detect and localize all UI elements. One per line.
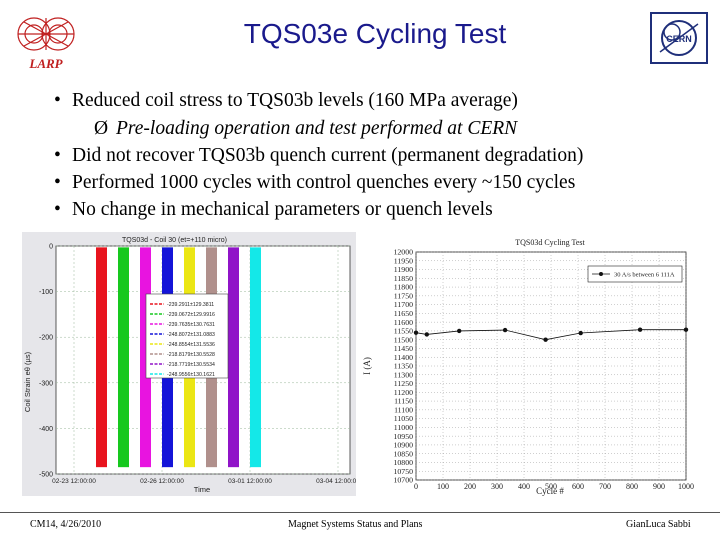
- footer-left: CM14, 4/26/2010: [30, 519, 102, 530]
- strain-x-tick-label: 02-23 12:00:00: [52, 478, 96, 485]
- cycling-test-chart: TQS03d Cycling Test 10700107501080010850…: [360, 232, 700, 500]
- cycle-legend-marker: [599, 272, 603, 276]
- cycle-y-tick-label: 11850: [394, 274, 413, 283]
- cycle-y-tick-label: 11750: [394, 291, 413, 300]
- sub-bullet-item: Pre-loading operation and test performed…: [54, 115, 714, 143]
- cycle-y-tick-label: 10850: [394, 449, 414, 458]
- cycle-y-tick-label: 11400: [394, 353, 413, 362]
- strain-legend-label: -218.8179±130.5528: [167, 352, 215, 358]
- cycle-y-tick-label: 11350: [394, 362, 413, 371]
- bullet-item: No change in mechanical parameters or qu…: [54, 197, 714, 224]
- cycle-x-tick-label: 300: [491, 482, 503, 491]
- cycle-data-point: [683, 327, 689, 332]
- cycle-x-tick-label: 600: [572, 482, 584, 491]
- cycle-y-tick-label: 11250: [394, 379, 413, 388]
- cycle-y-tick-label: 11000: [394, 423, 413, 432]
- strain-y-tick-label: 0: [49, 244, 53, 251]
- cycle-x-tick-label: 800: [626, 482, 638, 491]
- strain-y-tick-label: -400: [39, 426, 53, 433]
- cycle-x-tick-label: 0: [414, 482, 418, 491]
- cycle-y-tick-label: 11600: [394, 318, 413, 327]
- cern-logo-text: CERN: [666, 34, 692, 44]
- strain-x-tick-label: 02-26 12:00:00: [140, 478, 184, 485]
- cycle-y-tick-label: 11100: [394, 405, 413, 414]
- cycle-x-tick-label: 500: [545, 482, 557, 491]
- cycle-y-tick-label: 11150: [394, 397, 413, 406]
- cern-logo: CERN: [650, 12, 708, 64]
- cycle-y-tick-label: 11650: [394, 309, 413, 318]
- cycle-series-line: [415, 329, 686, 341]
- strain-band: [228, 247, 239, 468]
- cycle-x-tick-label: 200: [464, 482, 476, 491]
- cycle-y-tick-label: 11700: [394, 300, 413, 309]
- larp-logo: LARP: [12, 8, 80, 74]
- strain-legend-label: -248.8072±131.0883: [167, 332, 215, 338]
- strain-legend-label: -239.7635±130.7631: [167, 322, 215, 328]
- strain-band: [118, 247, 129, 468]
- cycle-y-tick-label: 11550: [394, 327, 413, 336]
- cycle-legend-label: 30 A/s between 6 111A: [614, 272, 675, 279]
- cycle-y-tick-label: 11500: [394, 335, 413, 344]
- cycle-y-tick-label: 11900: [394, 265, 413, 274]
- strain-x-axis-label: Time: [194, 485, 210, 494]
- footer-center: Magnet Systems Status and Plans: [288, 519, 423, 530]
- cycle-y-tick-label: 10750: [394, 467, 414, 476]
- strain-legend-label: -248.9556±130.1621: [167, 372, 215, 378]
- strain-y-tick-label: -300: [39, 380, 53, 387]
- strain-chart-title: TQS03d - Coil 30 (et=+110 micro): [122, 237, 227, 244]
- cycle-y-tick-label: 10900: [394, 441, 414, 450]
- cycle-data-point: [502, 327, 508, 333]
- cycle-data-point: [457, 328, 462, 334]
- cycle-data-point: [543, 337, 548, 342]
- cycle-y-axis-label: I (A): [362, 357, 372, 375]
- cycle-data-point: [413, 330, 419, 335]
- cycle-y-tick-label: 11300: [394, 370, 413, 379]
- cycle-y-tick-label: 10800: [394, 458, 414, 467]
- cycle-y-tick-label: 12000: [394, 248, 414, 257]
- cycle-y-tick-label: 11950: [394, 256, 413, 265]
- bullet-item: Reduced coil stress to TQS03b levels (16…: [54, 88, 714, 115]
- cycle-x-tick-label: 400: [518, 482, 530, 491]
- strain-y-tick-label: -500: [39, 472, 53, 479]
- slide-title: TQS03e Cycling Test: [243, 18, 507, 49]
- cycle-y-tick-label: 11800: [394, 283, 413, 292]
- strain-band: [250, 247, 261, 468]
- strain-x-tick-label: 03-01 12:00:00: [228, 478, 272, 485]
- strain-legend-label: -239.2911±129.3811: [167, 302, 214, 308]
- bullet-item: Did not recover TQS03b quench current (p…: [54, 143, 714, 170]
- cycle-y-tick-label: 10950: [394, 432, 414, 441]
- cycle-x-tick-label: 100: [437, 482, 449, 491]
- cycle-y-tick-label: 11050: [394, 414, 413, 423]
- strain-y-tick-label: -100: [39, 289, 53, 296]
- footer-right: GianLuca Sabbi: [626, 519, 691, 530]
- cycle-data-point: [424, 332, 429, 337]
- bullet-list: Reduced coil stress to TQS03b levels (16…: [54, 88, 714, 224]
- strain-legend-label: -239.0672±129.9916: [167, 312, 215, 318]
- cycle-x-tick-label: 1000: [678, 482, 694, 491]
- strain-legend-label: -218.7719±130.5534: [167, 362, 215, 368]
- footer-divider: [0, 512, 720, 513]
- cycle-y-tick-label: 11450: [394, 344, 413, 353]
- cycle-y-tick-label: 11200: [394, 388, 413, 397]
- strain-y-tick-label: -200: [39, 335, 53, 342]
- strain-band: [140, 247, 151, 468]
- cycle-x-tick-label: 700: [599, 482, 611, 491]
- cycle-x-axis-label: Cycle #: [536, 486, 564, 496]
- bullet-item: Performed 1000 cycles with control quenc…: [54, 170, 714, 197]
- cycle-chart-title: TQS03d Cycling Test: [515, 238, 585, 247]
- strain-y-axis-label: Coil Strain eθ (µs): [23, 351, 32, 412]
- cycle-legend-box: [587, 265, 683, 283]
- cycle-data-point: [578, 330, 583, 336]
- larp-logo-text: LARP: [28, 56, 63, 71]
- cycle-y-tick-label: 10700: [394, 476, 414, 485]
- coil-strain-chart: TQS03d - Coil 30 (et=+110 micro) 0 -100 -2…: [22, 232, 356, 496]
- strain-legend-label: -248.8554±131.5536: [167, 342, 215, 348]
- cycle-x-tick-label: 900: [653, 482, 665, 491]
- cycle-data-point: [637, 327, 643, 332]
- strain-x-tick-label: 03-04 12:00:00: [316, 478, 356, 485]
- strain-band: [96, 247, 107, 468]
